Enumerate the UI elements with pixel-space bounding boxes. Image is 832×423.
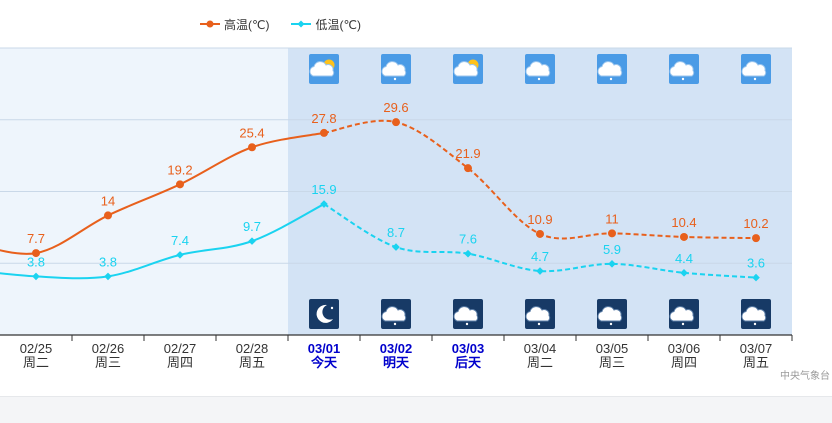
low-series-line-past xyxy=(0,203,325,280)
low-point xyxy=(320,200,328,208)
low-data-label: 7.6 xyxy=(459,232,477,247)
x-date-label: 02/25 xyxy=(20,341,53,356)
low-point xyxy=(104,272,112,281)
partly-cloudy-icon xyxy=(309,54,339,84)
high-data-label: 29.6 xyxy=(383,100,408,115)
low-point xyxy=(464,249,472,258)
high-point xyxy=(32,249,40,258)
low-point xyxy=(752,273,760,282)
low-point xyxy=(680,269,688,277)
legend-low-swatch xyxy=(291,20,312,28)
x-weekday-label: 今天 xyxy=(310,355,338,370)
x-weekday-label: 周五 xyxy=(239,355,265,370)
cloudy-night-icon xyxy=(741,299,771,329)
high-point xyxy=(176,180,184,189)
x-date-label: 03/03 xyxy=(452,341,485,356)
x-date-label: 02/26 xyxy=(92,341,125,356)
high-data-label: 10.2 xyxy=(743,216,768,231)
cloudy-night-icon xyxy=(453,299,483,329)
high-point xyxy=(536,229,544,238)
partly-cloudy-icon xyxy=(453,54,483,84)
high-point xyxy=(320,128,328,137)
low-data-label: 8.7 xyxy=(387,225,405,240)
low-point xyxy=(536,267,544,275)
x-date-label: 02/27 xyxy=(164,341,197,356)
cloudy-night-icon xyxy=(669,299,699,329)
x-weekday-label: 周二 xyxy=(23,355,49,370)
low-data-label: 5.9 xyxy=(603,242,621,257)
high-data-label: 7.7 xyxy=(27,231,45,246)
low-data-label: 4.7 xyxy=(531,249,549,264)
low-data-label: 3.8 xyxy=(27,254,45,269)
low-point xyxy=(176,251,184,259)
x-weekday-label: 周五 xyxy=(743,355,769,370)
x-weekday-label: 周四 xyxy=(671,355,697,370)
high-data-label: 21.9 xyxy=(455,146,480,161)
x-date-label: 03/01 xyxy=(308,341,341,356)
low-data-label: 9.7 xyxy=(243,219,261,234)
legend-high[interactable]: 高温(℃) xyxy=(200,16,269,33)
cloudy-icon xyxy=(381,54,411,84)
x-weekday-label: 周三 xyxy=(95,355,121,370)
low-data-label: 3.6 xyxy=(747,256,765,271)
high-point xyxy=(608,229,616,238)
legend-low-label: 低温(℃) xyxy=(315,17,361,32)
cloudy-icon xyxy=(525,54,555,84)
x-weekday-label: 明天 xyxy=(383,355,410,370)
low-data-label: 7.4 xyxy=(171,233,189,248)
cloudy-night-icon xyxy=(381,299,411,329)
low-point xyxy=(32,272,40,281)
high-series-line-past xyxy=(0,131,325,255)
low-data-label: 15.9 xyxy=(311,182,336,197)
high-point xyxy=(248,143,256,152)
cloudy-night-icon xyxy=(525,299,555,329)
x-date-label: 03/02 xyxy=(380,341,413,356)
high-data-label: 27.8 xyxy=(311,111,336,126)
x-weekday-label: 周三 xyxy=(599,355,625,370)
cloudy-icon xyxy=(669,54,699,84)
low-point xyxy=(248,237,256,245)
x-weekday-label: 后天 xyxy=(455,355,482,370)
high-point xyxy=(392,118,400,127)
high-point xyxy=(752,234,760,243)
legend-low[interactable]: 低温(℃) xyxy=(291,16,361,33)
high-data-label: 19.2 xyxy=(167,162,192,177)
cloudy-night-icon xyxy=(597,299,627,329)
high-point xyxy=(680,232,688,241)
x-date-label: 02/28 xyxy=(236,341,269,356)
x-date-label: 03/04 xyxy=(524,341,557,356)
low-data-label: 4.4 xyxy=(675,251,693,266)
x-weekday-label: 周四 xyxy=(167,355,193,370)
legend: 高温(℃) 低温(℃) xyxy=(200,14,361,34)
x-date-label: 03/07 xyxy=(740,341,773,356)
high-data-label: 10.9 xyxy=(527,212,552,227)
high-data-label: 14 xyxy=(101,193,115,208)
x-date-label: 03/05 xyxy=(596,341,629,356)
temperature-chart: 7.7 14 19.2 25.4 27.8 29.6 21.9 10.9 11 10.4 10.2 3… xyxy=(0,47,793,370)
legend-high-label: 高温(℃) xyxy=(224,17,270,32)
x-date-label: 03/06 xyxy=(668,341,701,356)
cloudy-icon xyxy=(741,54,771,84)
source-label: 中央气象台 xyxy=(780,371,830,382)
x-weekday-label: 周二 xyxy=(527,355,553,370)
legend-high-swatch xyxy=(200,20,220,28)
high-data-label: 25.4 xyxy=(239,125,264,140)
cloudy-icon xyxy=(597,54,627,84)
low-point xyxy=(608,260,616,268)
high-point xyxy=(104,211,112,220)
low-point xyxy=(392,243,400,251)
high-data-label: 11 xyxy=(605,211,619,226)
high-data-label: 10.4 xyxy=(671,215,696,230)
moon-night-icon xyxy=(309,299,339,329)
bottom-bar xyxy=(0,396,832,423)
low-data-label: 3.8 xyxy=(99,254,117,269)
high-point xyxy=(464,164,472,173)
